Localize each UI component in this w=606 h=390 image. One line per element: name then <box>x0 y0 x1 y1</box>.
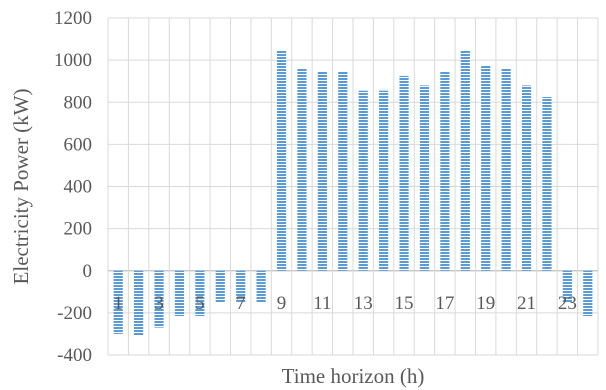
y-tick-label: 400 <box>64 177 93 198</box>
bar-hour-12 <box>338 71 348 271</box>
bar-hour-24 <box>583 270 593 317</box>
x-tick-label: 7 <box>236 293 246 314</box>
bar-hour-13 <box>358 90 368 271</box>
y-tick-label: 0 <box>83 261 93 282</box>
bar-hour-7 <box>236 270 246 303</box>
bar-hour-16 <box>419 85 430 271</box>
bar-hour-1 <box>113 270 123 334</box>
x-tick-label: 13 <box>354 293 373 314</box>
y-tick-label: 800 <box>64 92 93 113</box>
x-tick-labels: 1 3 5 7 9 11 13 15 17 19 21 23 <box>113 293 576 314</box>
bars <box>113 50 593 335</box>
y-tick-label: 1000 <box>54 50 92 71</box>
bar-hour-17 <box>440 71 450 271</box>
bar-hour-14 <box>379 90 389 271</box>
bar-hour-6 <box>215 270 225 303</box>
x-tick-label: 5 <box>195 293 205 314</box>
bar-hour-4 <box>174 270 185 317</box>
bar-hour-10 <box>297 68 307 271</box>
bar-hour-2 <box>134 270 144 335</box>
y-axis-title: Electricity Power (kW) <box>9 89 33 285</box>
x-tick-label: 23 <box>558 293 577 314</box>
y-tick-label: 200 <box>64 219 93 240</box>
x-tick-label: 15 <box>395 293 414 314</box>
y-tick-label: -200 <box>57 303 92 324</box>
x-tick-label: 11 <box>313 293 331 314</box>
x-tick-label: 9 <box>277 293 287 314</box>
x-tick-label: 1 <box>113 293 123 314</box>
gridlines <box>107 17 599 356</box>
bar-hour-8 <box>256 270 266 303</box>
x-tick-label: 19 <box>476 293 495 314</box>
y-tick-label: 600 <box>64 134 93 155</box>
bar-hour-18 <box>460 50 470 271</box>
bar-hour-9 <box>276 50 287 271</box>
bar-hour-3 <box>154 270 164 328</box>
x-tick-label: 21 <box>517 293 536 314</box>
bar-hour-5 <box>195 270 205 317</box>
x-axis-title: Time horizon (h) <box>282 364 425 388</box>
bar-hour-15 <box>399 75 409 271</box>
y-tick-labels: -400 -200 0 200 400 600 800 1000 1200 <box>54 8 92 366</box>
x-tick-label: 17 <box>435 293 454 314</box>
bar-hour-19 <box>481 65 491 271</box>
bar-hour-21 <box>521 85 532 271</box>
bar-hour-23 <box>562 270 572 303</box>
x-tick-label: 3 <box>154 293 164 314</box>
bar-hour-11 <box>317 71 327 271</box>
bar-hour-20 <box>501 68 511 271</box>
y-tick-label: -400 <box>57 345 92 366</box>
bar-hour-22 <box>542 96 552 271</box>
y-tick-label: 1200 <box>54 8 92 29</box>
